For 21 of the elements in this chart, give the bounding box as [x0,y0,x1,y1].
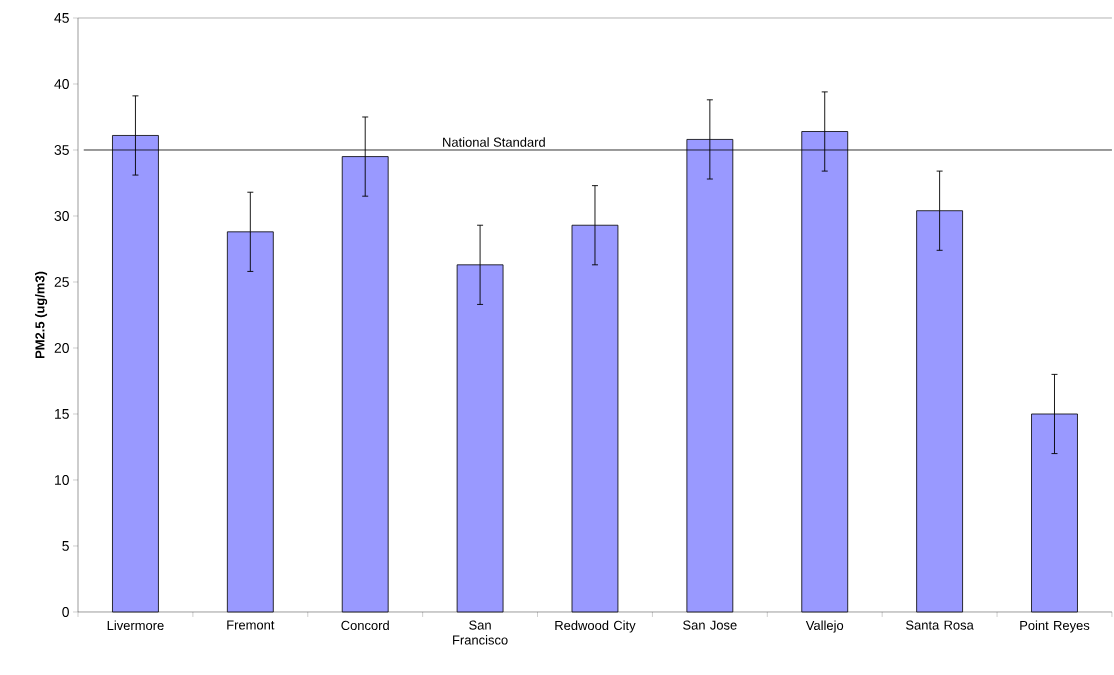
ref-line-label: National Standard [443,137,545,147]
y-tick-label: 40 [54,79,69,89]
x-tick-label: Redwood City [555,620,636,633]
y-tick-label: 15 [55,409,69,419]
y-tick-label: 5 [62,541,69,551]
y-tick-label: 20 [54,343,69,353]
y-tick-label: 0 [62,607,69,617]
x-tick-label: San Jose [683,620,737,630]
x-tick-label: Concord [341,620,389,631]
x-tick-label: Santa Rosa [906,620,974,630]
x-tick-label: Point Reyes [1020,620,1090,633]
y-tick-label: 30 [54,211,69,221]
y-tick-label: 45 [54,13,69,23]
x-tick-label: Fremont [227,620,275,630]
y-axis-title: PM2.5 (ug/m3) [35,271,48,359]
x-tick-label: Vallejo [805,620,844,633]
y-tick-label: 25 [54,277,69,287]
y-tick-label: 35 [54,145,69,155]
x-tick-label: San Francisco [453,620,508,645]
y-tick-label: 10 [55,475,69,485]
x-tick-label: Livermore [107,620,164,631]
